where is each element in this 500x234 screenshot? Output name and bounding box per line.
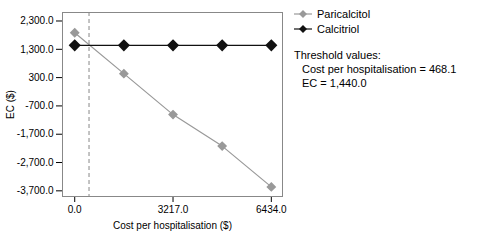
html-text:Paricalcitol: Paricalcitol bbox=[317, 8, 371, 20]
svg-text:300.0: 300.0 bbox=[28, 72, 53, 83]
svg-text:-3,700.0: -3,700.0 bbox=[17, 185, 54, 196]
html-text:Cost per hospitalisation = 468: Cost per hospitalisation = 468.1 bbox=[302, 63, 457, 75]
svg-text:3217.0: 3217.0 bbox=[158, 204, 189, 215]
html-text:Threshold values:: Threshold values: bbox=[294, 49, 381, 61]
svg-text:-1,700.0: -1,700.0 bbox=[17, 128, 54, 139]
svg-text:-2,700.0: -2,700.0 bbox=[17, 157, 54, 168]
svg-text:-700.0: -700.0 bbox=[25, 100, 54, 111]
svg-text:EC ($): EC ($) bbox=[5, 90, 16, 119]
html-text:EC = 1,440.0: EC = 1,440.0 bbox=[302, 77, 367, 89]
svg-text:2,300.0: 2,300.0 bbox=[20, 15, 54, 26]
html-text:Calcitriol: Calcitriol bbox=[317, 23, 360, 35]
svg-text:6434.0: 6434.0 bbox=[256, 204, 287, 215]
svg-text:0.0: 0.0 bbox=[68, 204, 82, 215]
svg-text:1,300.0: 1,300.0 bbox=[20, 44, 54, 55]
svg-text:Cost per hospitalisation ($): Cost per hospitalisation ($) bbox=[113, 220, 232, 231]
